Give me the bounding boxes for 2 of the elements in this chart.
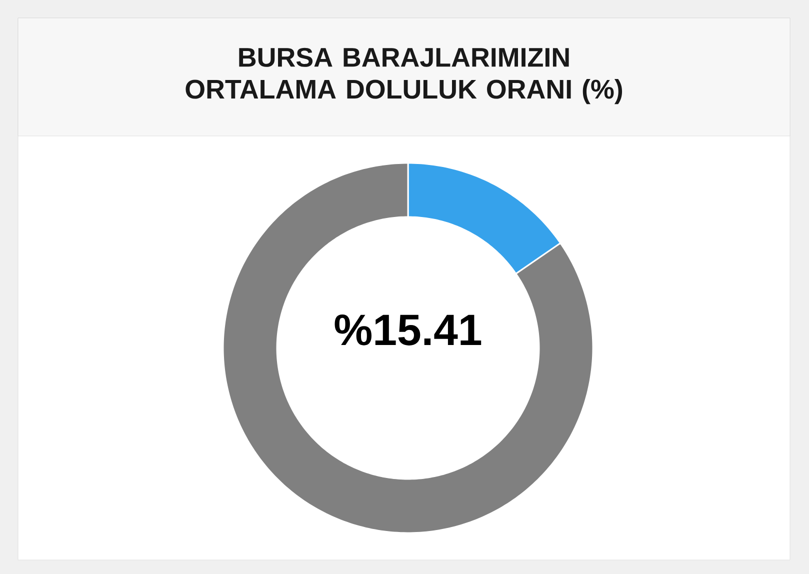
chart-title: BURSA BARAJLARIMIZIN ORTALAMA DOLULUK ORANI (%) [186, 48, 622, 104]
text: %15.41 [334, 314, 482, 346]
